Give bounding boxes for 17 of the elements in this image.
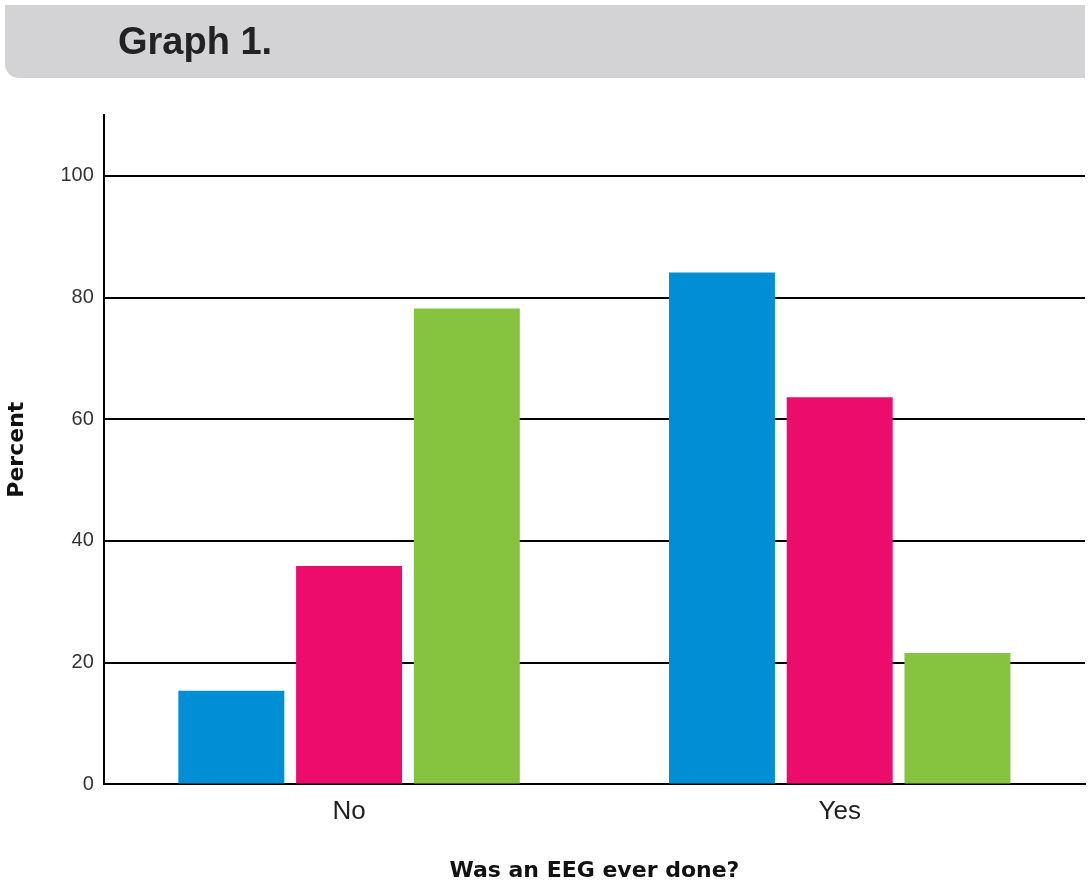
bar xyxy=(786,397,893,784)
y-tick-label: 20 xyxy=(71,650,94,673)
x-axis-title: Was an EEG ever done? xyxy=(449,856,740,882)
bar xyxy=(413,308,520,784)
y-tick-label: 60 xyxy=(71,406,94,429)
y-tick-label: 0 xyxy=(82,771,94,794)
bar xyxy=(668,272,775,784)
y-tick-label: 80 xyxy=(71,285,94,308)
y-tick-label: 100 xyxy=(60,163,94,186)
y-tick-label: 40 xyxy=(71,528,94,551)
x-tick-label: No xyxy=(332,795,366,826)
chart-title: Graph 1. xyxy=(5,5,1085,78)
y-axis-title: Percent xyxy=(2,401,28,498)
bar xyxy=(296,565,403,784)
bar xyxy=(178,690,285,784)
x-tick-label: Yes xyxy=(818,795,861,826)
bar xyxy=(904,652,1011,784)
